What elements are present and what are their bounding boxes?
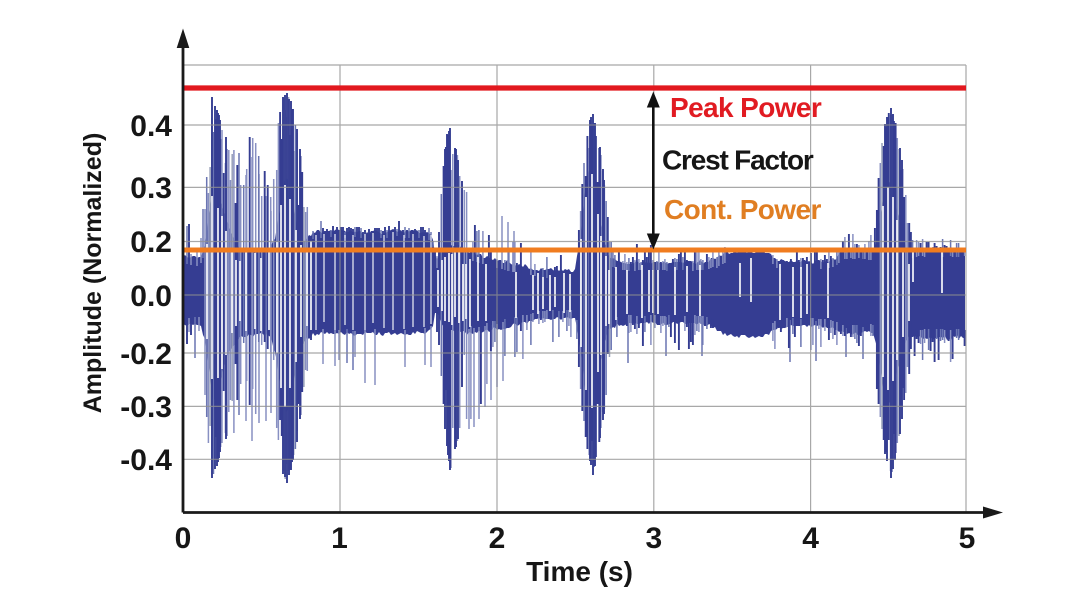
svg-text:2: 2 xyxy=(489,522,506,555)
svg-text:-0.3: -0.3 xyxy=(120,391,172,424)
svg-text:Crest Factor: Crest Factor xyxy=(662,145,814,176)
svg-text:0.0: 0.0 xyxy=(130,280,172,313)
svg-text:-0.2: -0.2 xyxy=(120,338,172,371)
svg-text:Cont. Power: Cont. Power xyxy=(664,194,821,225)
svg-text:0.3: 0.3 xyxy=(130,172,172,205)
svg-text:5: 5 xyxy=(959,522,976,555)
svg-text:0.4: 0.4 xyxy=(130,110,172,143)
svg-text:4: 4 xyxy=(802,522,819,555)
svg-text:0: 0 xyxy=(175,522,192,555)
svg-text:Peak Power: Peak Power xyxy=(670,92,822,123)
svg-text:0.2: 0.2 xyxy=(130,226,172,259)
svg-text:Time (s): Time (s) xyxy=(526,556,633,587)
svg-text:Amplitude (Normalized): Amplitude (Normalized) xyxy=(79,133,107,414)
svg-text:3: 3 xyxy=(645,522,662,555)
svg-text:-0.4: -0.4 xyxy=(120,444,172,477)
svg-text:1: 1 xyxy=(331,522,348,555)
